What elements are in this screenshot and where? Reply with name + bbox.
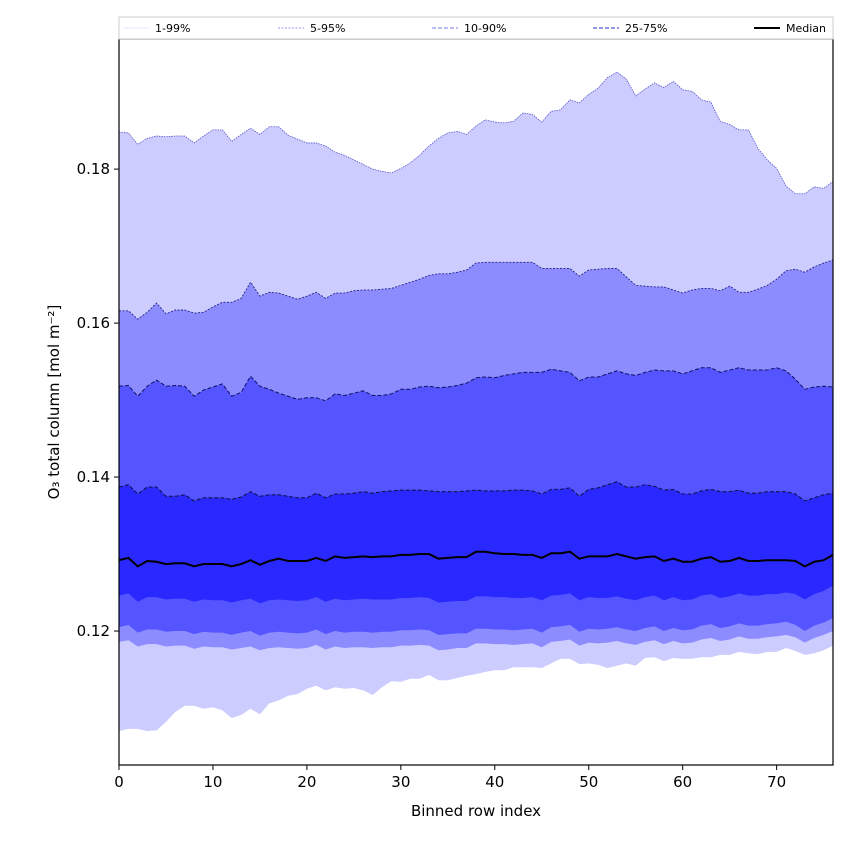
legend-label: 10-90% [464,22,506,35]
y-tick-label: 0.16 [77,314,110,332]
legend-box [118,16,834,40]
bands [119,72,833,732]
legend-label: 1-99% [155,22,190,35]
line-p95 [119,259,833,320]
y-tick-label: 0.12 [77,622,110,640]
legend-label: 25-75% [625,22,667,35]
legend: 1-99% 5-95% 10-90% 25-75% Median [118,16,834,40]
line-median [119,550,833,568]
y-tick-label: 0.14 [77,468,110,486]
line-p99 [119,71,833,195]
y-axis: 0.12 0.14 0.16 0.18 [77,160,119,640]
band-25-75 [119,481,833,604]
x-tick-label: 10 [203,773,222,791]
x-tick-label: 30 [391,773,410,791]
x-tick-label: 20 [297,773,316,791]
band-lines [119,71,833,568]
y-axis-label: O₃ total column [mol m⁻²] [45,305,63,500]
x-tick-label: 60 [673,773,692,791]
x-tick-label: 0 [114,773,124,791]
line-p75 [119,481,833,502]
x-tick-label: 70 [767,773,786,791]
line-p90 [119,367,833,402]
x-tick-label: 40 [485,773,504,791]
x-axis: 0 10 20 30 40 50 60 70 [114,765,786,791]
legend-label: Median [786,22,826,35]
x-axis-label: Binned row index [411,802,541,820]
legend-label: 5-95% [310,22,345,35]
y-tick-label: 0.18 [77,160,110,178]
x-tick-label: 50 [579,773,598,791]
